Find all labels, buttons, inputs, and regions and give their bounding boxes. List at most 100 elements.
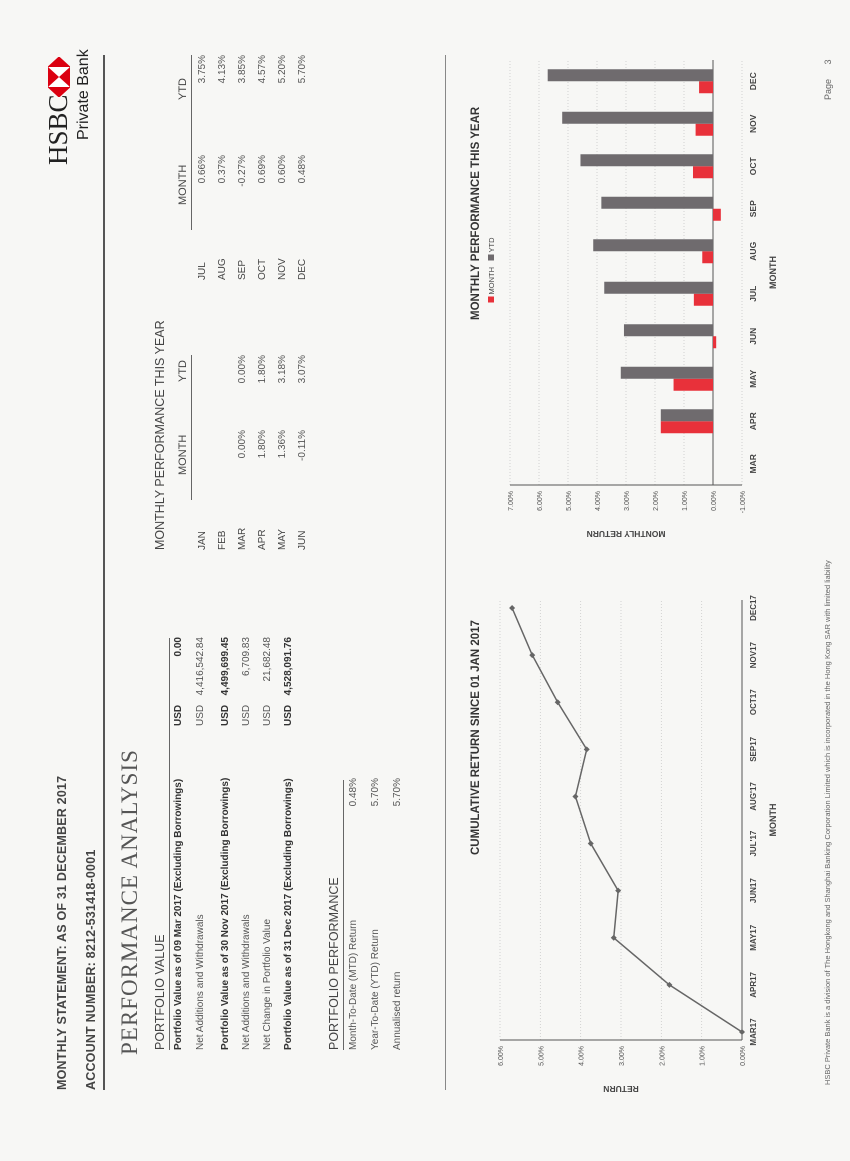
monthly-table-ytd-return: 4.13% [217, 55, 228, 84]
page-title: PERFORMANCE ANALYSIS [117, 749, 142, 1055]
y-tick-label: 1.00% [682, 491, 689, 511]
x-tick-label: DEC [748, 72, 758, 90]
portfolio-value-label: Portfolio Value as of 09 Mar 2017 (Exclu… [173, 778, 184, 1050]
y-tick-label: 3.00% [619, 1046, 626, 1066]
bar-ytd [601, 196, 713, 209]
bar-month [692, 166, 714, 179]
legend-label: MONTH [487, 267, 496, 295]
bar-month [702, 251, 714, 264]
x-tick-label: APR17 [749, 971, 758, 997]
monthly-table-month: NOV [277, 258, 288, 280]
bar-ytd [660, 409, 714, 422]
brand-name: HSBC [43, 94, 73, 165]
performance-label: Annualised return [392, 971, 403, 1050]
y-tick-label: 6.00% [498, 1046, 505, 1066]
portfolio-value-amount: 4,416,542.84 [195, 637, 206, 696]
x-tick-label: JUL'17 [749, 830, 758, 856]
x-tick-label: SEP [748, 200, 758, 217]
x-tick-label: SEP17 [749, 736, 758, 761]
hsbc-hexagon-logo-icon [48, 57, 70, 97]
bar-ytd [623, 324, 713, 337]
x-tick-label: JUL [748, 286, 758, 302]
y-tick-label: 0.00% [740, 1046, 747, 1066]
monthly-table-ytd-return: 1.80% [257, 355, 268, 384]
monthly-table-month: JUN [297, 530, 308, 550]
x-tick-label: MAY [748, 369, 758, 387]
monthly-table-ytd-return: 3.07% [297, 355, 308, 384]
legend-label: YTD [487, 237, 496, 253]
legend-swatch-month [488, 296, 494, 303]
x-tick-label: JUN17 [749, 878, 758, 903]
y-tick-label: 5.00% [538, 1046, 545, 1066]
bar-month [660, 421, 714, 434]
monthly-table-left-underline [191, 355, 192, 500]
portfolio-value-underline [169, 638, 170, 1050]
monthly-table-month: MAR [237, 527, 248, 550]
portfolio-value-amount: 0.00 [173, 637, 184, 657]
monthly-table-heading: MONTHLY PERFORMANCE THIS YEAR [153, 320, 167, 550]
cumulative-return-chart: 0.00% 1.00% 2.00% 3.00% 4.00% 5.00% 6.00% MAR17… [498, 595, 778, 1094]
section-divider [445, 55, 446, 1090]
monthly-table-month: JAN [197, 531, 208, 550]
monthly-table-month: JUL [197, 262, 208, 280]
data-point [610, 934, 617, 941]
monthly-table-month: DEC [297, 258, 308, 280]
monthly-table-col-month-right: MONTH [177, 164, 189, 205]
page-label-text: Page [823, 78, 833, 100]
monthly-table-month: AUG [217, 258, 228, 280]
portfolio-value-amount: 4,528,091.76 [283, 637, 294, 696]
performance-value: 0.48% [348, 778, 359, 807]
x-tick-label: MAR17 [749, 1018, 758, 1046]
portfolio-performance-heading: PORTFOLIO PERFORMANCE [327, 877, 341, 1050]
monthly-table-ytd-return: 5.70% [297, 55, 308, 84]
monthly-table-month-return: 0.48% [297, 155, 308, 184]
portfolio-value-amount: 21,682.48 [262, 637, 273, 682]
performance-value: 5.70% [370, 778, 381, 807]
bar-ytd [620, 366, 713, 379]
page-label: Page 3 [823, 59, 833, 100]
y-tick-label: 6.00% [537, 491, 544, 511]
monthly-table-month-return: 0.69% [257, 155, 268, 184]
bar-month [713, 208, 721, 221]
y-tick-label: 0.00% [711, 491, 718, 511]
monthly-table-ytd-return: 4.57% [257, 55, 268, 84]
statement-date: MONTHLY STATEMENT: AS OF 31 DECEMBER 201… [55, 775, 69, 1090]
y-tick-label: 1.00% [700, 1046, 707, 1066]
y-tick-label: 5.00% [566, 491, 573, 511]
monthly-table-month-return: -0.11% [297, 430, 308, 461]
footer-note: HSBC Private Bank is a division of The H… [823, 560, 832, 1085]
monthly-table-month-return: 0.60% [277, 155, 288, 184]
monthly-table-month: OCT [257, 258, 268, 280]
monthly-table-month-return: 0.66% [197, 155, 208, 184]
monthly-table-month-return: -0.27% [237, 155, 248, 187]
x-axis-title: MONTH [768, 256, 778, 289]
portfolio-value-label: Portfolio Value as of 30 Nov 2017 (Exclu… [220, 777, 231, 1050]
monthly-table-month: FEB [217, 530, 228, 550]
bar-ytd [562, 111, 713, 124]
data-point [587, 840, 594, 847]
y-tick-label: 4.00% [579, 1046, 586, 1066]
monthly-table-month-return: 0.00% [237, 430, 248, 459]
x-axis-title: MONTH [768, 804, 778, 837]
bar-month [693, 293, 713, 306]
y-tick-label: -1.00% [740, 491, 747, 513]
x-tick-label: MAY17 [749, 924, 758, 950]
monthly-table-col-month-left: MONTH [177, 434, 189, 475]
x-tick-label: OCT17 [749, 689, 758, 715]
x-tick-label: APR [748, 412, 758, 430]
account-number: ACCOUNT NUMBER: 8212-531418-0001 [84, 849, 98, 1090]
portfolio-value-label: Net Additions and Withdrawals [241, 914, 252, 1050]
x-tick-label: NOV17 [749, 641, 758, 668]
monthly-table-month-return: 0.37% [217, 155, 228, 184]
performance-label: Month-To-Date (MTD) Return [348, 919, 359, 1050]
y-tick-label: 4.00% [595, 491, 602, 511]
bar-month [695, 123, 714, 136]
x-tick-label: AUG [748, 241, 758, 260]
bar-ytd [547, 69, 713, 82]
x-tick-label: MAR [748, 454, 758, 473]
monthly-table-right-underline [191, 55, 192, 230]
data-point [666, 981, 673, 988]
bar-month [699, 81, 714, 94]
monthly-table-ytd-return: 3.18% [277, 355, 288, 384]
monthly-table-ytd-return: 3.85% [237, 55, 248, 84]
